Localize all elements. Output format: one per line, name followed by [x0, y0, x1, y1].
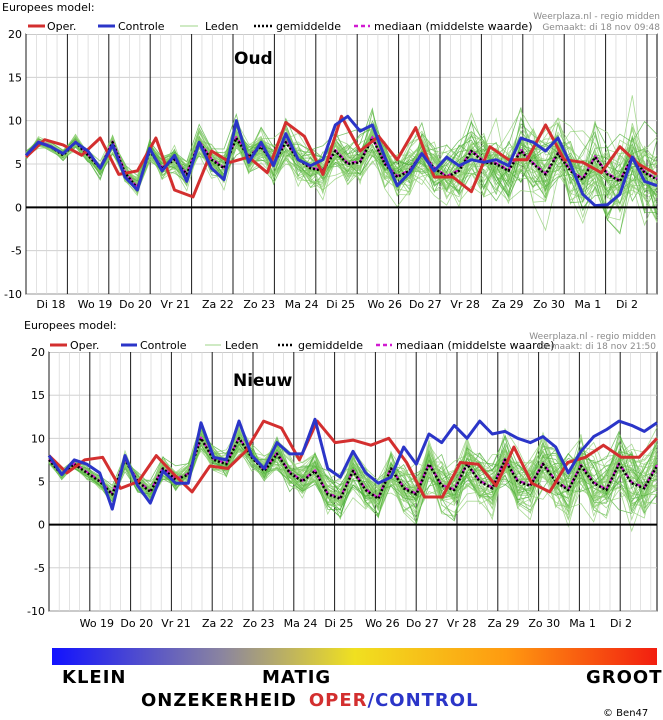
x-tick-label: Za 22: [202, 617, 234, 630]
legend-controle: Controle: [118, 20, 165, 33]
y-axis: -10 -5 0 5 10 15 20: [4, 28, 22, 301]
x-tick-label: Vr 28: [450, 298, 480, 311]
uncertainty-scale: KLEIN MATIG GROOT ONZEKERHEID OPER/CONTRO…: [52, 648, 663, 719]
uncertainty-gradient-bar: [52, 648, 657, 665]
x-tick-label: Ma 1: [569, 617, 596, 630]
x-tick-label: Ma 24: [284, 617, 318, 630]
y-tick-label: 5: [15, 158, 22, 171]
x-tick-label: Do 20: [120, 617, 153, 630]
y-tick-label: -5: [34, 562, 45, 575]
x-tick-label: Za 29: [492, 298, 524, 311]
credit-label: © Ben47: [603, 708, 648, 719]
scale-groot: GROOT: [586, 667, 663, 688]
y-tick-label: 20: [8, 28, 22, 41]
x-tick-label: Wo 19: [78, 298, 112, 311]
onzekerheid-text: ONZEKERHEID: [141, 690, 297, 711]
x-tick-label: Za 29: [488, 617, 520, 630]
panel-oud: Europees model: -10 -5 0 5 10 15 20 Di 18 Wo 19…: [2, 1, 660, 311]
legend-leden: Leden: [225, 339, 258, 352]
legend: Oper. Controle Leden gemiddelde mediaan …: [26, 12, 660, 34]
legend-gemiddelde: gemiddelde: [298, 339, 363, 352]
legend-oper: Oper.: [70, 339, 99, 352]
x-tick-label: Ma 1: [575, 298, 602, 311]
x-tick-label: Do 27: [406, 617, 439, 630]
y-tick-label: 0: [38, 519, 45, 532]
legend-background: [26, 14, 657, 34]
slash-text: /: [367, 690, 375, 711]
y-axis: -10 -5 0 5 10 15 20: [27, 346, 45, 618]
x-tick-label: Di 25: [326, 298, 355, 311]
x-axis: Di 18 Wo 19 Do 20 Vr 21 Za 22 Zo 23 Ma 24 Di 25…: [36, 298, 638, 311]
x-tick-label: Di 18: [36, 298, 65, 311]
plot-area: [24, 33, 658, 295]
y-tick-label: 15: [8, 71, 22, 84]
legend-gemiddelde: gemiddelde: [276, 20, 341, 33]
x-tick-label: Wo 19: [80, 617, 114, 630]
series-lines: [24, 114, 658, 208]
x-tick-label: Zo 23: [243, 617, 275, 630]
scale-onzekerheid: ONZEKERHEID OPER/CONTROL: [141, 690, 479, 711]
legend-controle: Controle: [140, 339, 187, 352]
ensemble-member-line: [48, 436, 658, 521]
oper-text: OPER: [309, 690, 368, 711]
oper-line: [47, 419, 659, 499]
control-text: CONTROL: [375, 690, 479, 711]
x-tick-label: Di 2: [616, 298, 638, 311]
legend-mediaan: mediaan (middelste waarde): [374, 20, 532, 33]
source-label: Weerplaza.nl - regio midden: [529, 332, 656, 342]
x-axis: Wo 19 Do 20 Vr 21 Za 22 Zo 23 Ma 24 Di 25 Wo 26…: [80, 617, 632, 630]
control-line: [47, 417, 658, 511]
y-tick-label: 5: [38, 476, 45, 489]
ensemble-member-line: [48, 430, 658, 523]
panel-title-nieuw: Nieuw: [233, 371, 293, 391]
y-tick-label: 10: [8, 115, 22, 128]
series-lines: [47, 417, 659, 511]
y-tick-label: 15: [31, 389, 45, 402]
x-tick-label: Za 22: [202, 298, 234, 311]
x-tick-label: Zo 30: [533, 298, 565, 311]
legend-leden: Leden: [205, 20, 238, 33]
legend-background: [49, 334, 657, 352]
legend-mediaan: mediaan (middelste waarde): [396, 339, 554, 352]
x-tick-label: Zo 30: [528, 617, 560, 630]
model-label: Europees model:: [2, 1, 95, 14]
plot-area: [47, 351, 659, 612]
x-tick-label: Di 2: [610, 617, 632, 630]
oper-line: [24, 114, 658, 199]
x-tick-label: Vr 21: [161, 298, 191, 311]
y-tick-label: -10: [27, 605, 45, 618]
y-tick-label: 20: [31, 346, 45, 359]
y-tick-label: 0: [15, 201, 22, 214]
source-label: Weerplaza.nl - regio midden: [533, 12, 660, 22]
legend-oper: Oper.: [47, 20, 76, 33]
legend: Oper. Controle Leden gemiddelde mediaan …: [49, 332, 657, 352]
y-tick-label: 10: [31, 432, 45, 445]
x-tick-label: Do 27: [409, 298, 442, 311]
x-tick-label: Zo 23: [243, 298, 275, 311]
x-tick-label: Di 25: [324, 617, 353, 630]
made-timestamp: Gemaakt: di 18 nov 21:50: [538, 342, 656, 352]
y-tick-label: -5: [11, 245, 22, 258]
made-timestamp: Gemaakt: di 18 nov 09:48: [542, 23, 660, 33]
model-label: Europees model:: [24, 319, 117, 332]
x-tick-label: Wo 26: [368, 298, 402, 311]
x-tick-label: Vr 28: [447, 617, 477, 630]
ensemble-member-line: [48, 429, 658, 516]
x-tick-label: Ma 24: [285, 298, 319, 311]
y-tick-label: -10: [4, 288, 22, 301]
control-line: [24, 114, 658, 208]
ensemble-member-line: [25, 122, 658, 198]
scale-klein: KLEIN: [62, 667, 126, 688]
x-tick-label: Vr 21: [161, 617, 191, 630]
ensemble-member-line: [25, 120, 658, 197]
x-tick-label: Wo 26: [365, 617, 399, 630]
mean-line: [25, 136, 658, 190]
panel-title-oud: Oud: [234, 49, 273, 69]
panel-nieuw: Europees model: -10 -5 0 5 10 15 20 Wo 19 Do 20…: [24, 319, 659, 630]
scale-matig: MATIG: [262, 667, 331, 688]
x-tick-label: Do 20: [119, 298, 152, 311]
